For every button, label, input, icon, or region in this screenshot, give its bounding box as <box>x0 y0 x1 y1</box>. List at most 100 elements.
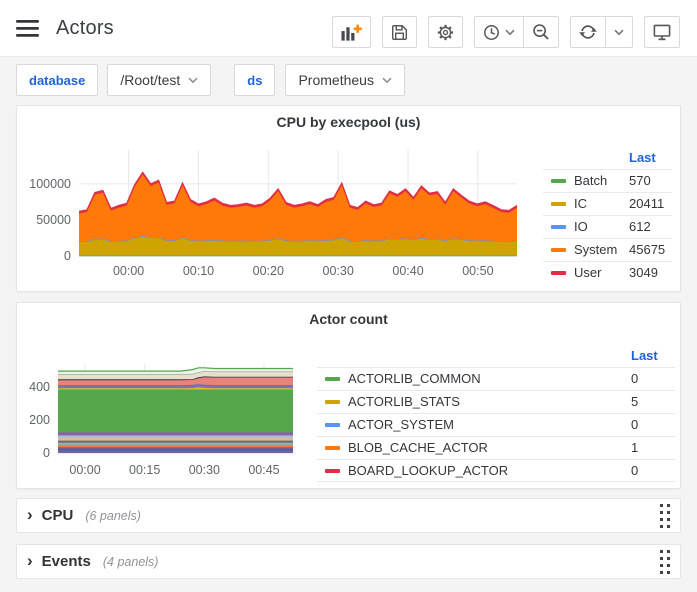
refresh-button[interactable] <box>571 17 605 47</box>
series-color-swatch <box>551 202 566 206</box>
toolbar <box>332 16 680 48</box>
chevron-down-icon <box>188 77 198 84</box>
legend-row[interactable]: ACTORLIB_COMMON0 <box>317 367 675 390</box>
series-color-swatch <box>551 248 566 252</box>
dashboard-row-events[interactable]: › Events (4 panels) <box>16 544 681 579</box>
legend-row[interactable]: ACTOR_SYSTEM0 <box>317 413 675 436</box>
legend-row[interactable]: IO612 <box>543 215 672 238</box>
variable-value-text: Prometheus <box>298 72 373 88</box>
row-drag-handle[interactable] <box>660 504 670 528</box>
refresh-interval-dropdown[interactable] <box>605 17 632 47</box>
cycle-view-mode-button[interactable] <box>644 16 680 48</box>
hamburger-icon <box>16 20 40 37</box>
legend-row[interactable]: BOARD_LOOKUP_ACTOR0 <box>317 459 675 482</box>
y-axis-tick-label: 400 <box>29 380 50 394</box>
legend-row[interactable]: ACTORLIB_STATS5 <box>317 390 675 413</box>
zoom-out-icon <box>532 23 550 41</box>
series-color-swatch <box>325 377 340 381</box>
series-areas <box>79 172 517 256</box>
series-name: Batch <box>574 170 629 192</box>
legend-rows: ACTORLIB_COMMON0ACTORLIB_STATS5ACTOR_SYS… <box>317 367 675 482</box>
legend-sort-last[interactable]: Last <box>629 147 672 169</box>
chevron-right-icon: › <box>27 506 33 523</box>
x-axis-tick-label: 00:30 <box>189 463 220 477</box>
variable-label-database: database <box>16 64 98 96</box>
chevron-down-icon <box>505 29 515 36</box>
series-color-swatch <box>551 179 566 183</box>
series-color-swatch <box>325 400 340 404</box>
series-name: ACTORLIB_COMMON <box>348 368 631 390</box>
legend-header-row: Last <box>317 345 675 367</box>
x-axis-tick-label: 00:50 <box>462 264 493 278</box>
legend-header-row: Last <box>543 147 672 169</box>
series-name: System <box>574 239 629 261</box>
row-drag-handle[interactable] <box>660 550 670 574</box>
series-color-swatch <box>551 271 566 275</box>
series-last-value: 20411 <box>629 193 672 215</box>
series-name: BOARD_LOOKUP_ACTOR <box>348 460 631 482</box>
chevron-down-icon <box>382 77 392 84</box>
y-axis-tick-label: 50000 <box>36 213 71 227</box>
series-color-swatch <box>325 446 340 450</box>
legend-row[interactable]: User3049 <box>543 261 672 284</box>
dashboard-settings-button[interactable] <box>428 16 463 48</box>
series-name: ACTORLIB_STATS <box>348 391 631 413</box>
save-icon <box>391 24 408 41</box>
series-last-value: 0 <box>631 368 675 390</box>
series-last-value: 612 <box>629 216 672 238</box>
series-last-value: 1 <box>631 437 675 459</box>
row-panel-count: (6 panels) <box>85 509 141 523</box>
x-axis-tick-label: 00:10 <box>183 264 214 278</box>
legend-table: Last ACTORLIB_COMMON0ACTORLIB_STATS5ACTO… <box>317 345 675 482</box>
series-color-swatch <box>551 225 566 229</box>
row-panel-count: (4 panels) <box>103 555 159 569</box>
x-axis-tick-label: 00:45 <box>248 463 279 477</box>
zoom-out-time-button[interactable] <box>523 17 558 47</box>
y-axis-tick-label: 0 <box>64 249 71 263</box>
clock-icon <box>483 24 500 41</box>
gear-icon <box>437 24 454 41</box>
time-controls-group <box>474 16 559 48</box>
series-last-value: 45675 <box>629 239 672 261</box>
panel-cpu-by-execpool: CPU by execpool (us) 05000010000000:0000… <box>16 105 681 292</box>
save-dashboard-button[interactable] <box>382 16 417 48</box>
variable-value-ds[interactable]: Prometheus <box>285 64 404 96</box>
y-axis-tick-label: 0 <box>43 446 50 460</box>
legend-row[interactable]: BLOB_CACHE_ACTOR1 <box>317 436 675 459</box>
x-axis-tick-label: 00:00 <box>113 264 144 278</box>
y-axis-tick-label: 200 <box>29 413 50 427</box>
y-axis-tick-label: 100000 <box>29 177 71 191</box>
drag-dots-icon <box>660 550 670 574</box>
add-panel-button[interactable] <box>332 16 371 48</box>
x-axis-tick-label: 00:15 <box>129 463 160 477</box>
panel-actor-count: Actor count 020040000:0000:1500:3000:45 … <box>16 302 681 489</box>
menu-icon[interactable] <box>16 20 40 37</box>
legend-row[interactable]: Batch570 <box>543 169 672 192</box>
refresh-icon <box>579 23 597 41</box>
chevron-right-icon: › <box>27 552 33 569</box>
grafana-dashboard: Actors <box>0 0 697 592</box>
monitor-icon <box>653 24 671 41</box>
row-title: Events <box>42 553 91 570</box>
add-panel-icon <box>341 24 362 41</box>
dashboard-row-cpu[interactable]: › CPU (6 panels) <box>16 498 681 533</box>
series-name: IC <box>574 193 629 215</box>
legend-row[interactable]: IC20411 <box>543 192 672 215</box>
series-name: BLOB_CACHE_ACTOR <box>348 437 631 459</box>
dashboard-title[interactable]: Actors <box>56 17 114 40</box>
legend-row[interactable]: System45675 <box>543 238 672 261</box>
series-last-value: 570 <box>629 170 672 192</box>
series-name: IO <box>574 216 629 238</box>
x-axis-tick-label: 00:20 <box>253 264 284 278</box>
legend-rows: Batch570IC20411IO612System45675User3049 <box>543 169 672 284</box>
series-name: ACTOR_SYSTEM <box>348 414 631 436</box>
series-last-value: 0 <box>631 414 675 436</box>
refresh-group <box>570 16 633 48</box>
top-bar: Actors <box>0 0 697 57</box>
legend-sort-last[interactable]: Last <box>631 345 675 367</box>
chevron-down-icon <box>614 29 624 36</box>
series-name: User <box>574 262 629 284</box>
variable-value-database[interactable]: /Root/test <box>107 64 211 96</box>
variable-value-text: /Root/test <box>120 72 180 88</box>
time-range-picker-button[interactable] <box>475 17 523 47</box>
